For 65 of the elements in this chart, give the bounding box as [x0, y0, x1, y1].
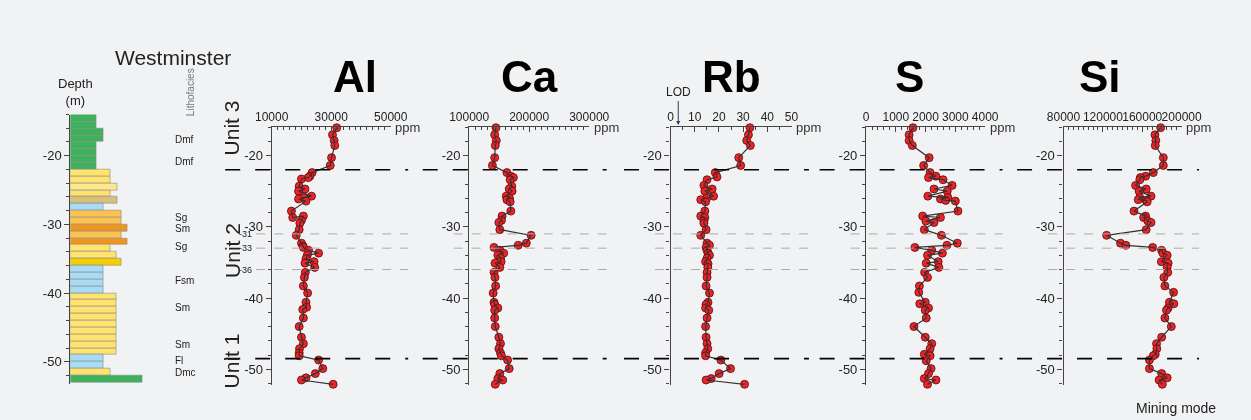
x-tick-label: 40 — [760, 110, 775, 125]
x-tick-label: 2000 — [912, 110, 940, 125]
y-tick-label: -20 — [441, 148, 461, 164]
text: Dmf — [175, 134, 194, 145]
y-tick-label: -50 — [244, 361, 263, 377]
chart-title: Rb — [702, 52, 761, 101]
y-tick-label: -40 — [42, 285, 62, 301]
y-tick-label: -20 — [244, 148, 263, 164]
x-tick-label: 160000 — [1122, 110, 1163, 125]
text: Sm — [175, 223, 190, 234]
text: Sm — [175, 339, 190, 350]
y-tick-label: -40 — [441, 290, 461, 306]
y-tick-label: -50 — [441, 361, 461, 377]
y-tick-label: -30 — [643, 219, 662, 235]
y-tick-label: -20 — [1036, 148, 1055, 164]
text: Mining mode — [1136, 400, 1217, 416]
ref-line-label: -33 — [239, 243, 253, 253]
y-tick-label: -30 — [42, 216, 62, 232]
y-tick-label: -50 — [1036, 361, 1055, 377]
x-tick-label: 1000 — [882, 110, 910, 125]
text: Unit 3 — [220, 100, 244, 156]
y-tick-label: -50 — [42, 354, 62, 370]
y-tick-label: -30 — [441, 219, 461, 235]
x-tick-label: 10000 — [255, 110, 289, 125]
y-tick-label: -30 — [1036, 219, 1055, 235]
y-tick-label: -20 — [838, 148, 858, 164]
x-tick-label: 50 — [784, 110, 799, 125]
text: LOD — [666, 85, 692, 99]
y-tick-label: -40 — [643, 290, 662, 306]
x-tick-label: 20 — [712, 110, 726, 125]
text: Unit 1 — [220, 333, 244, 389]
x-axis-title: ppm — [796, 120, 822, 135]
y-tick-label: -50 — [643, 361, 662, 377]
x-tick-label: 0 — [667, 110, 675, 125]
x-tick-label: 30000 — [314, 110, 349, 125]
x-tick-label: 30 — [736, 110, 751, 125]
text: Sm — [175, 302, 190, 313]
y-tick-label: -20 — [643, 148, 662, 164]
x-tick-label: 120000 — [1082, 110, 1124, 125]
y-tick-label: -40 — [838, 290, 858, 306]
text: Lithofacies — [185, 68, 197, 117]
text: Fsm — [175, 275, 195, 286]
chart-title: S — [895, 52, 925, 101]
text: Fl — [175, 355, 184, 366]
y-tick-label: -20 — [42, 148, 62, 164]
text: Sg — [175, 212, 188, 223]
chart-title: Ca — [501, 52, 558, 101]
text: Sg — [175, 241, 188, 252]
chart-title: Al — [333, 52, 377, 101]
x-tick-label: 10 — [688, 110, 702, 125]
y-axis-title: Depth (m) — [58, 76, 93, 108]
y-tick-label: -50 — [838, 361, 858, 377]
x-tick-label: 0 — [862, 110, 870, 125]
x-tick-label: 80000 — [1046, 110, 1081, 125]
y-tick-label: -30 — [838, 219, 858, 235]
y-tick-label: -40 — [1036, 290, 1055, 306]
y-tick-label: -40 — [244, 290, 263, 306]
x-tick-label: 3000 — [942, 110, 970, 125]
chart-title: Westminster — [115, 46, 232, 69]
text: Dmc — [175, 367, 196, 378]
x-tick-label: 100000 — [449, 110, 490, 125]
chart-title: Si — [1079, 52, 1121, 101]
text: Dmf — [175, 156, 194, 167]
x-tick-label: 200000 — [509, 110, 550, 125]
ref-line-label: -36 — [239, 265, 253, 275]
